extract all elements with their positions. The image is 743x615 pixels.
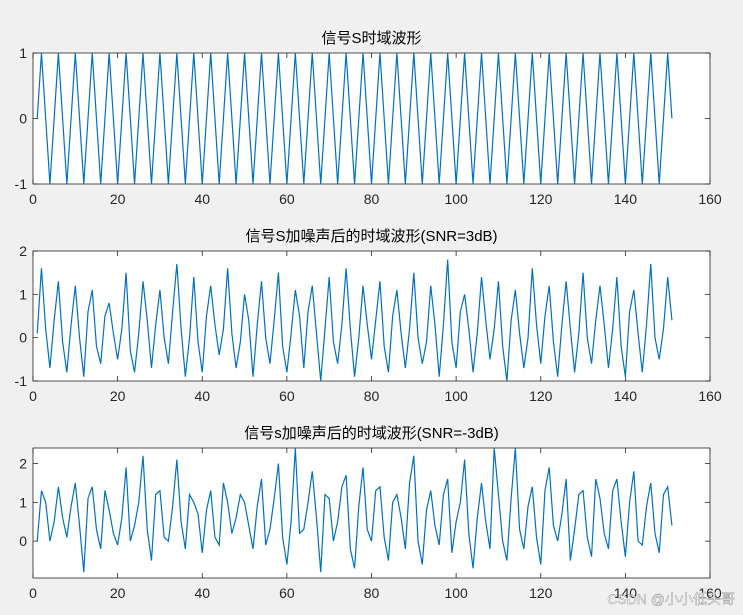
x-tick-label: 0 xyxy=(29,585,37,601)
y-tick-label: 1 xyxy=(19,494,27,510)
x-tick-label: 120 xyxy=(529,191,553,207)
x-tick-label: 80 xyxy=(364,585,380,601)
y-tick-label: 0 xyxy=(19,533,27,549)
axes-background xyxy=(32,52,711,185)
y-tick-label: -1 xyxy=(15,176,28,192)
y-tick-label: 1 xyxy=(19,286,27,302)
x-tick-label: 120 xyxy=(529,585,553,601)
x-tick-label: 60 xyxy=(279,585,295,601)
x-tick-label: 20 xyxy=(110,191,126,207)
y-tick-label: 2 xyxy=(19,456,27,472)
x-tick-label: 160 xyxy=(698,388,722,404)
x-tick-label: 100 xyxy=(444,388,468,404)
data-line xyxy=(36,447,673,573)
x-tick-label: 160 xyxy=(698,191,722,207)
data-line xyxy=(36,52,673,185)
chart-title: 信号s加噪声后的时域波形(SNR=-3dB) xyxy=(244,424,499,442)
y-tick-label: 1 xyxy=(19,45,27,61)
x-tick-label: 120 xyxy=(529,388,553,404)
x-tick-label: 40 xyxy=(194,191,210,207)
x-tick-label: 100 xyxy=(444,585,468,601)
x-tick-label: 0 xyxy=(29,191,37,207)
x-tick-label: 40 xyxy=(194,388,210,404)
x-tick-label: 80 xyxy=(364,388,380,404)
data-line xyxy=(36,259,673,382)
watermark: CSDN @小小低头哥 xyxy=(607,591,735,607)
x-tick-label: 140 xyxy=(614,191,638,207)
chart-title: 信号S时域波形 xyxy=(321,30,421,47)
x-tick-label: 20 xyxy=(110,388,126,404)
y-tick-label: 0 xyxy=(19,111,27,127)
x-tick-label: 100 xyxy=(444,191,468,207)
x-tick-label: 20 xyxy=(110,585,126,601)
x-tick-label: 60 xyxy=(279,191,295,207)
axes-background xyxy=(32,250,711,382)
y-tick-label: 2 xyxy=(19,243,27,259)
x-tick-label: 160 xyxy=(698,585,722,601)
y-tick-label: 0 xyxy=(19,330,27,346)
axes-background xyxy=(32,447,711,579)
x-tick-label: 140 xyxy=(614,388,638,404)
x-tick-label: 40 xyxy=(194,585,210,601)
x-tick-label: 80 xyxy=(364,191,380,207)
chart-title: 信号S加噪声后的时域波形(SNR=3dB) xyxy=(245,227,497,245)
x-tick-label: 60 xyxy=(279,388,295,404)
x-tick-label: 140 xyxy=(614,585,638,601)
x-tick-label: 0 xyxy=(29,388,37,404)
y-tick-label: -1 xyxy=(15,373,28,389)
